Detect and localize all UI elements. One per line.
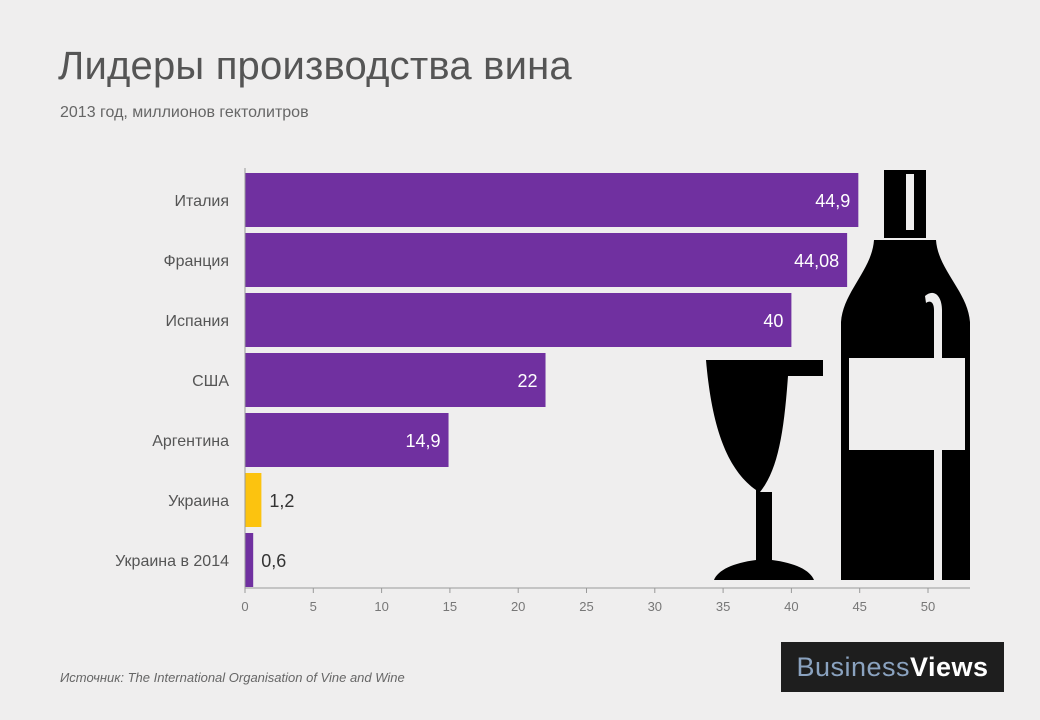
x-tick-label: 20	[511, 599, 525, 614]
bar-3	[245, 293, 792, 347]
x-tick-label: 15	[443, 599, 457, 614]
x-tick-label: 35	[716, 599, 730, 614]
x-tick-label: 25	[579, 599, 593, 614]
bar-2	[245, 233, 848, 287]
x-tick-label: 10	[374, 599, 388, 614]
bar-1	[245, 173, 859, 227]
value-label: 44,08	[794, 251, 839, 271]
x-tick-label: 45	[852, 599, 866, 614]
source-note: Источник: The International Organisation…	[60, 670, 405, 685]
category-label: Испания	[166, 313, 230, 330]
x-tick-label: 5	[310, 599, 317, 614]
businessviews-logo: Business Views	[781, 642, 1004, 692]
category-label: Аргентина	[152, 433, 229, 450]
x-tick-label: 40	[784, 599, 798, 614]
value-label: 14,9	[405, 431, 440, 451]
category-label: Италия	[175, 193, 229, 210]
value-label: 1,2	[269, 491, 294, 511]
value-label: 0,6	[261, 551, 286, 571]
wine-glass-icon	[706, 360, 823, 580]
category-label: Франция	[163, 253, 229, 270]
chart-marks: Италия 44,9 Франция 44,08 Испания 40 США 22 Арге…	[115, 168, 970, 614]
logo-text-views: Views	[910, 651, 989, 682]
bar-4	[245, 353, 546, 407]
wine-bottle-icon	[841, 170, 970, 580]
category-label: Украина	[168, 493, 229, 510]
bar-6	[245, 473, 262, 527]
value-label: 44,9	[815, 191, 850, 211]
value-label: 40	[763, 311, 783, 331]
bar-7	[245, 533, 254, 587]
x-tick-label: 50	[921, 599, 935, 614]
x-tick-label: 30	[648, 599, 662, 614]
category-label: США	[192, 373, 229, 390]
bar-5	[245, 413, 449, 467]
chart-subtitle: 2013 год, миллионов гектолитров	[60, 104, 309, 121]
value-label: 22	[517, 371, 537, 391]
chart-title: Лидеры производства вина	[58, 44, 572, 88]
x-tick-label: 0	[241, 599, 248, 614]
category-label: Украина в 2014	[115, 553, 229, 570]
logo-text-business: Business	[796, 651, 910, 682]
